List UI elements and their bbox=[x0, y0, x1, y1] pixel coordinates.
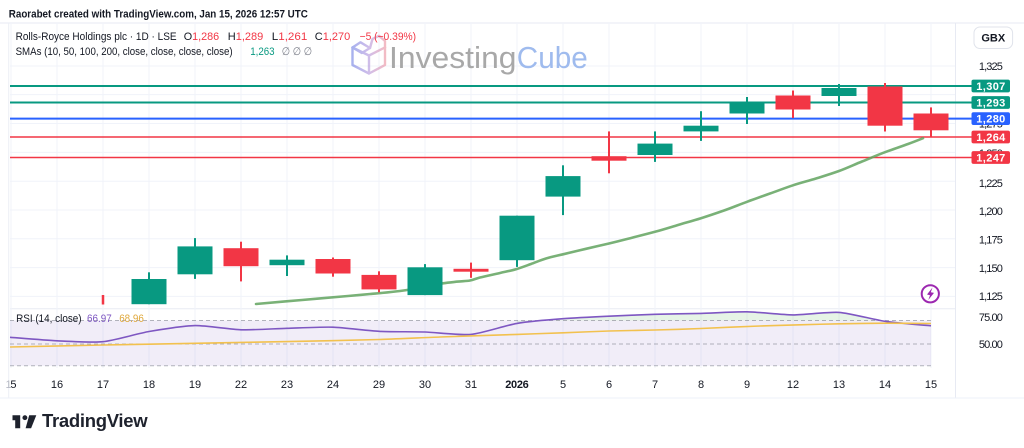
svg-text:Rolls-Royce Holdings plc · 1D: Rolls-Royce Holdings plc · 1D · LSE bbox=[16, 31, 177, 43]
svg-text:22: 22 bbox=[235, 379, 247, 391]
svg-text:H1,289: H1,289 bbox=[228, 31, 264, 43]
svg-text:1,307: 1,307 bbox=[976, 81, 1005, 93]
svg-text:50.00: 50.00 bbox=[979, 339, 1003, 351]
svg-text:8: 8 bbox=[698, 379, 704, 391]
svg-text:−5 (−0.39%): −5 (−0.39%) bbox=[360, 31, 417, 43]
svg-text:1,225: 1,225 bbox=[979, 178, 1003, 190]
svg-text:13: 13 bbox=[833, 379, 845, 391]
svg-text:30: 30 bbox=[419, 379, 431, 391]
svg-text:23: 23 bbox=[281, 379, 293, 391]
svg-text:L1,261: L1,261 bbox=[272, 31, 308, 43]
svg-text:9: 9 bbox=[744, 379, 750, 391]
svg-text:1,325: 1,325 bbox=[979, 61, 1003, 73]
svg-text:16: 16 bbox=[51, 379, 63, 391]
svg-text:TradingView: TradingView bbox=[42, 410, 148, 431]
svg-text:68.96: 68.96 bbox=[119, 313, 144, 325]
svg-text:1,264: 1,264 bbox=[976, 132, 1006, 144]
svg-text:1,175: 1,175 bbox=[979, 235, 1003, 247]
svg-text:1,293: 1,293 bbox=[976, 98, 1005, 110]
svg-text:15: 15 bbox=[925, 379, 937, 391]
svg-text:SMAs (10, 50, 100, 200, close,: SMAs (10, 50, 100, 200, close, close, cl… bbox=[16, 46, 233, 58]
svg-text:1,263: 1,263 bbox=[250, 46, 274, 58]
svg-text:2026: 2026 bbox=[505, 379, 529, 391]
svg-text:RSI (14, close): RSI (14, close) bbox=[16, 313, 82, 325]
svg-text:14: 14 bbox=[879, 379, 891, 391]
svg-text:1: 1 bbox=[6, 379, 12, 391]
svg-text:5: 5 bbox=[560, 379, 566, 391]
svg-text:Cube: Cube bbox=[517, 40, 588, 75]
svg-text:O1,286: O1,286 bbox=[184, 31, 220, 43]
svg-text:19: 19 bbox=[189, 379, 201, 391]
svg-text:1,125: 1,125 bbox=[979, 291, 1003, 303]
svg-text:1,150: 1,150 bbox=[979, 263, 1003, 275]
svg-text:24: 24 bbox=[327, 379, 339, 391]
svg-text:29: 29 bbox=[373, 379, 385, 391]
svg-text:6: 6 bbox=[606, 379, 612, 391]
svg-text:1,247: 1,247 bbox=[976, 153, 1005, 165]
svg-text:Raorabet created with TradingV: Raorabet created with TradingView.com, J… bbox=[9, 9, 308, 21]
svg-text:GBX: GBX bbox=[981, 33, 1006, 45]
svg-text:66.97: 66.97 bbox=[87, 313, 112, 325]
svg-text:75.00: 75.00 bbox=[979, 312, 1003, 324]
svg-text:17: 17 bbox=[97, 379, 109, 391]
svg-text:1,200: 1,200 bbox=[979, 206, 1003, 218]
svg-text:∅ ∅ ∅: ∅ ∅ ∅ bbox=[282, 46, 312, 58]
svg-text:1,280: 1,280 bbox=[976, 114, 1005, 126]
svg-text:C1,270: C1,270 bbox=[315, 31, 351, 43]
svg-text:18: 18 bbox=[143, 379, 155, 391]
svg-text:7: 7 bbox=[652, 379, 658, 391]
svg-text:5: 5 bbox=[10, 379, 16, 391]
svg-text:12: 12 bbox=[787, 379, 799, 391]
svg-text:Investing: Investing bbox=[389, 40, 517, 75]
svg-text:31: 31 bbox=[465, 379, 477, 391]
